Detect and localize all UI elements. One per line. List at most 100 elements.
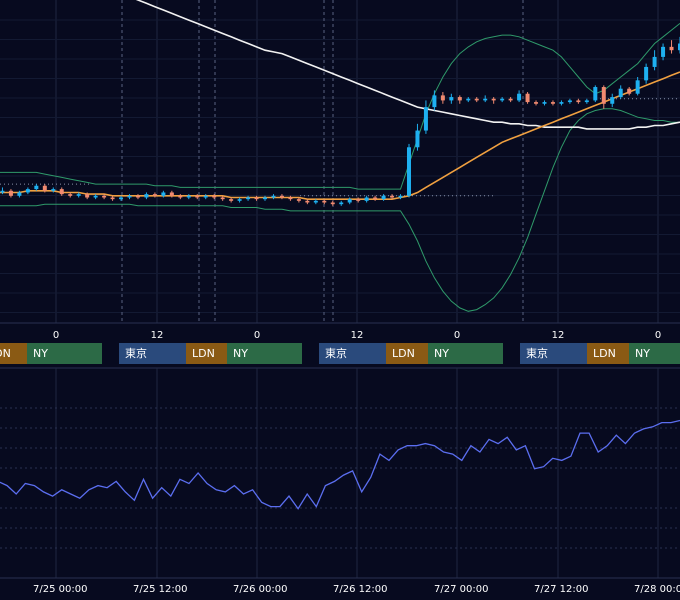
candle-down — [508, 98, 513, 101]
candle-up — [34, 185, 39, 190]
candle-down — [305, 200, 310, 203]
date-tick-label: 7/27 00:00 — [434, 584, 489, 595]
candle-down — [669, 46, 674, 51]
candle-up — [542, 102, 547, 104]
candle-up — [644, 66, 649, 81]
indicator-panel-background — [0, 368, 680, 578]
bollinger-bands — [0, 23, 680, 312]
candle-up — [415, 130, 420, 148]
candle-down — [85, 194, 90, 198]
candle-up — [25, 189, 30, 193]
candle-down — [279, 195, 284, 198]
candle-up — [635, 80, 640, 94]
candle-up — [364, 197, 369, 201]
candle-up — [313, 200, 318, 203]
candle-up — [584, 100, 589, 103]
bollinger-lower-band — [0, 108, 680, 312]
candle-up — [186, 195, 191, 198]
candle-down — [330, 202, 335, 205]
candle-down — [135, 195, 140, 198]
candle-down — [169, 192, 174, 196]
candle-down — [178, 195, 183, 198]
candle-down — [525, 93, 530, 103]
session-tokyo: 東京 — [119, 343, 186, 364]
candle-down — [220, 197, 225, 200]
candle-up — [567, 100, 572, 103]
date-tick-label: 7/27 12:00 — [534, 584, 589, 595]
hour-tick-label: 12 — [552, 330, 565, 341]
short-moving-average — [0, 71, 680, 200]
candle-down — [229, 199, 234, 201]
candle-up — [263, 197, 268, 200]
oscillator-line — [0, 419, 680, 510]
session-ldn: LDN — [587, 343, 629, 364]
candle-up — [203, 195, 208, 198]
candle-up — [678, 43, 680, 51]
candle-up — [618, 88, 623, 98]
hour-tick-label: 0 — [53, 330, 59, 341]
date-tick-label: 7/28 00:00 — [634, 584, 680, 595]
candle-up — [559, 102, 564, 104]
candle-down — [296, 199, 301, 201]
candle-down — [474, 98, 479, 101]
candle-up — [449, 97, 454, 101]
date-tick-label: 7/25 00:00 — [33, 584, 88, 595]
session-tokyo: 東京 — [520, 343, 587, 364]
candle-up — [423, 107, 428, 131]
hour-tick-label: 12 — [151, 330, 164, 341]
candle-up — [652, 56, 657, 67]
candle-down — [152, 194, 157, 196]
candle-down — [534, 102, 539, 104]
candle-up — [466, 98, 471, 101]
candle-down — [491, 98, 496, 101]
date-tick-label: 7/26 00:00 — [233, 584, 288, 595]
candle-down — [322, 200, 327, 203]
candle-down — [576, 100, 581, 103]
candle-down — [8, 190, 13, 196]
session-ldn: LDN — [0, 343, 27, 364]
candle-down — [356, 199, 361, 201]
candle-up — [593, 87, 598, 101]
session-ny: NY — [27, 343, 102, 364]
candle-down — [627, 88, 632, 94]
candle-down — [373, 197, 378, 200]
candle-down — [390, 195, 395, 198]
candle-up — [127, 195, 132, 198]
candle-down — [212, 195, 217, 198]
candle-up — [0, 190, 5, 193]
session-ldn: LDN — [186, 343, 227, 364]
hour-tick-label: 12 — [351, 330, 364, 341]
candle-up — [246, 197, 251, 200]
session-ny: NY — [428, 343, 503, 364]
candle-up — [51, 189, 56, 191]
candle-down — [102, 195, 107, 198]
candle-down — [254, 197, 259, 200]
indicator-grid — [0, 368, 680, 578]
moving-averages — [0, 0, 680, 200]
candle-up — [661, 46, 666, 57]
hour-tick-label: 0 — [655, 330, 661, 341]
candle-down — [440, 95, 445, 101]
session-ny: NY — [629, 343, 680, 364]
long-moving-average — [135, 0, 680, 130]
candlestick-series — [0, 36, 680, 206]
candle-up — [432, 95, 437, 108]
candle-up — [610, 97, 615, 104]
session-ldn: LDN — [386, 343, 428, 364]
candle-up — [93, 195, 98, 198]
main-panel-background — [0, 0, 680, 323]
candle-up — [119, 197, 124, 200]
hour-tick-label: 0 — [454, 330, 460, 341]
candle-up — [500, 98, 505, 101]
candle-down — [110, 197, 115, 200]
candle-up — [76, 194, 81, 196]
candle-up — [17, 192, 22, 196]
date-tick-label: 7/25 12:00 — [133, 584, 188, 595]
candle-up — [144, 194, 149, 198]
candle-down — [195, 195, 200, 198]
candle-up — [347, 199, 352, 203]
candle-up — [271, 195, 276, 198]
bollinger-upper-band — [0, 23, 680, 190]
hour-tick-label: 0 — [254, 330, 260, 341]
